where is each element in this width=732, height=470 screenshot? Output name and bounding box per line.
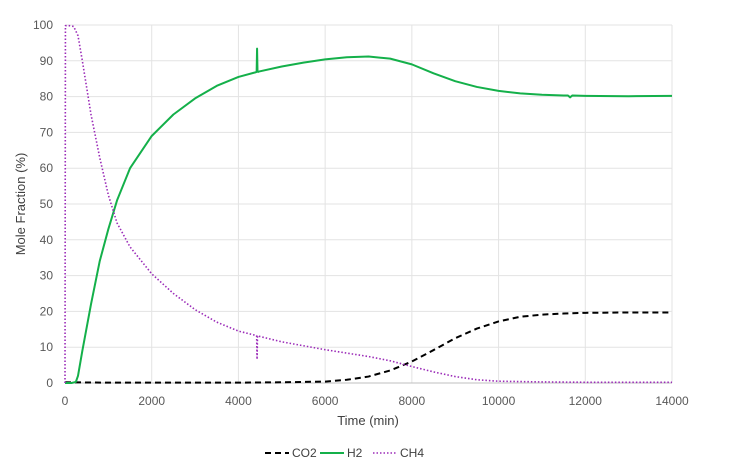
y-tick-label: 50 [40,197,54,211]
y-tick-label: 0 [46,376,53,390]
x-tick-label: 8000 [399,394,426,408]
x-tick-label: 14000 [655,394,689,408]
y-tick-label: 30 [40,269,54,283]
y-axis-title: Mole Fraction (%) [13,153,28,256]
series-line-ch4 [64,24,672,384]
y-tick-label: 80 [40,90,54,104]
x-axis-title: Time (min) [337,413,399,428]
y-tick-label: 20 [40,304,54,318]
y-tick-label: 100 [33,18,53,32]
y-tick-label: 60 [40,161,54,175]
y-tick-label: 90 [40,54,54,68]
x-tick-label: 2000 [138,394,165,408]
legend-label-h2: H2 [347,446,363,460]
x-tick-label: 0 [62,394,69,408]
x-tick-label: 4000 [225,394,252,408]
x-tick-label: 12000 [569,394,603,408]
series-line-co2 [64,311,672,384]
legend-label-co2: CO2 [292,446,317,460]
x-tick-label: 10000 [482,394,516,408]
y-tick-label: 10 [40,340,54,354]
y-tick-label: 40 [40,233,54,247]
series-lines [64,24,673,384]
legend: CO2 H2 CH4 [265,446,424,460]
y-tick-label: 70 [40,125,54,139]
series-line-h2 [65,47,673,384]
x-tick-label: 6000 [312,394,339,408]
tick-labels: 0 10 20 30 40 50 60 70 80 90 100 0 2000 4000 6000 8000 1… [33,18,689,408]
gridlines [65,24,673,383]
legend-label-ch4: CH4 [400,446,424,460]
